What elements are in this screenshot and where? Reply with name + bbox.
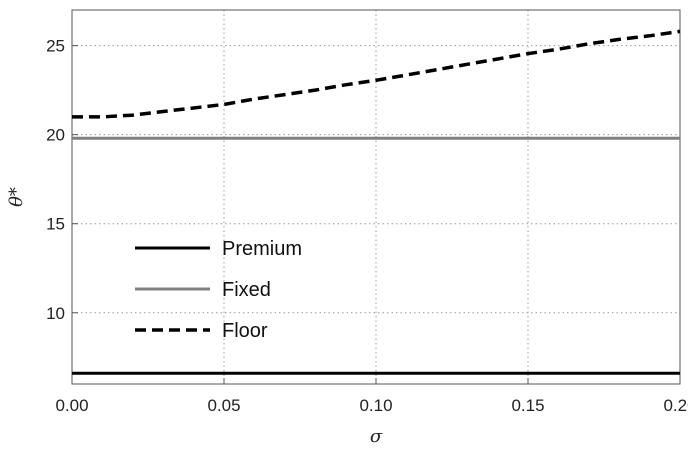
y-tick-label: 25 [46, 37, 65, 56]
legend-label-fixed: Fixed [222, 279, 271, 301]
x-tick-label: 0.00 [55, 396, 88, 415]
legend-label-premium: Premium [222, 238, 302, 260]
series-lines [72, 29, 681, 375]
legend: Premium Fixed Floor [135, 238, 302, 342]
y-tick-label: 15 [46, 215, 65, 234]
x-tick-label: 0.15 [511, 396, 544, 415]
x-tick-label: 0.10 [359, 396, 392, 415]
plot-frame [71, 9, 681, 385]
x-tick-label: 0.20 [663, 396, 688, 415]
series-line-floor [72, 29, 681, 119]
y-tick-label: 10 [46, 304, 65, 323]
x-axis-title: σ [370, 426, 383, 447]
axis-ticks: 0.00 0.05 0.10 0.15 0.20 10 15 20 25 [46, 37, 688, 415]
y-axis-title: θ* [6, 187, 27, 207]
legend-label-floor: Floor [222, 320, 268, 342]
x-tick-label: 0.05 [207, 396, 240, 415]
grid-lines [72, 10, 680, 384]
y-tick-label: 20 [46, 126, 65, 145]
